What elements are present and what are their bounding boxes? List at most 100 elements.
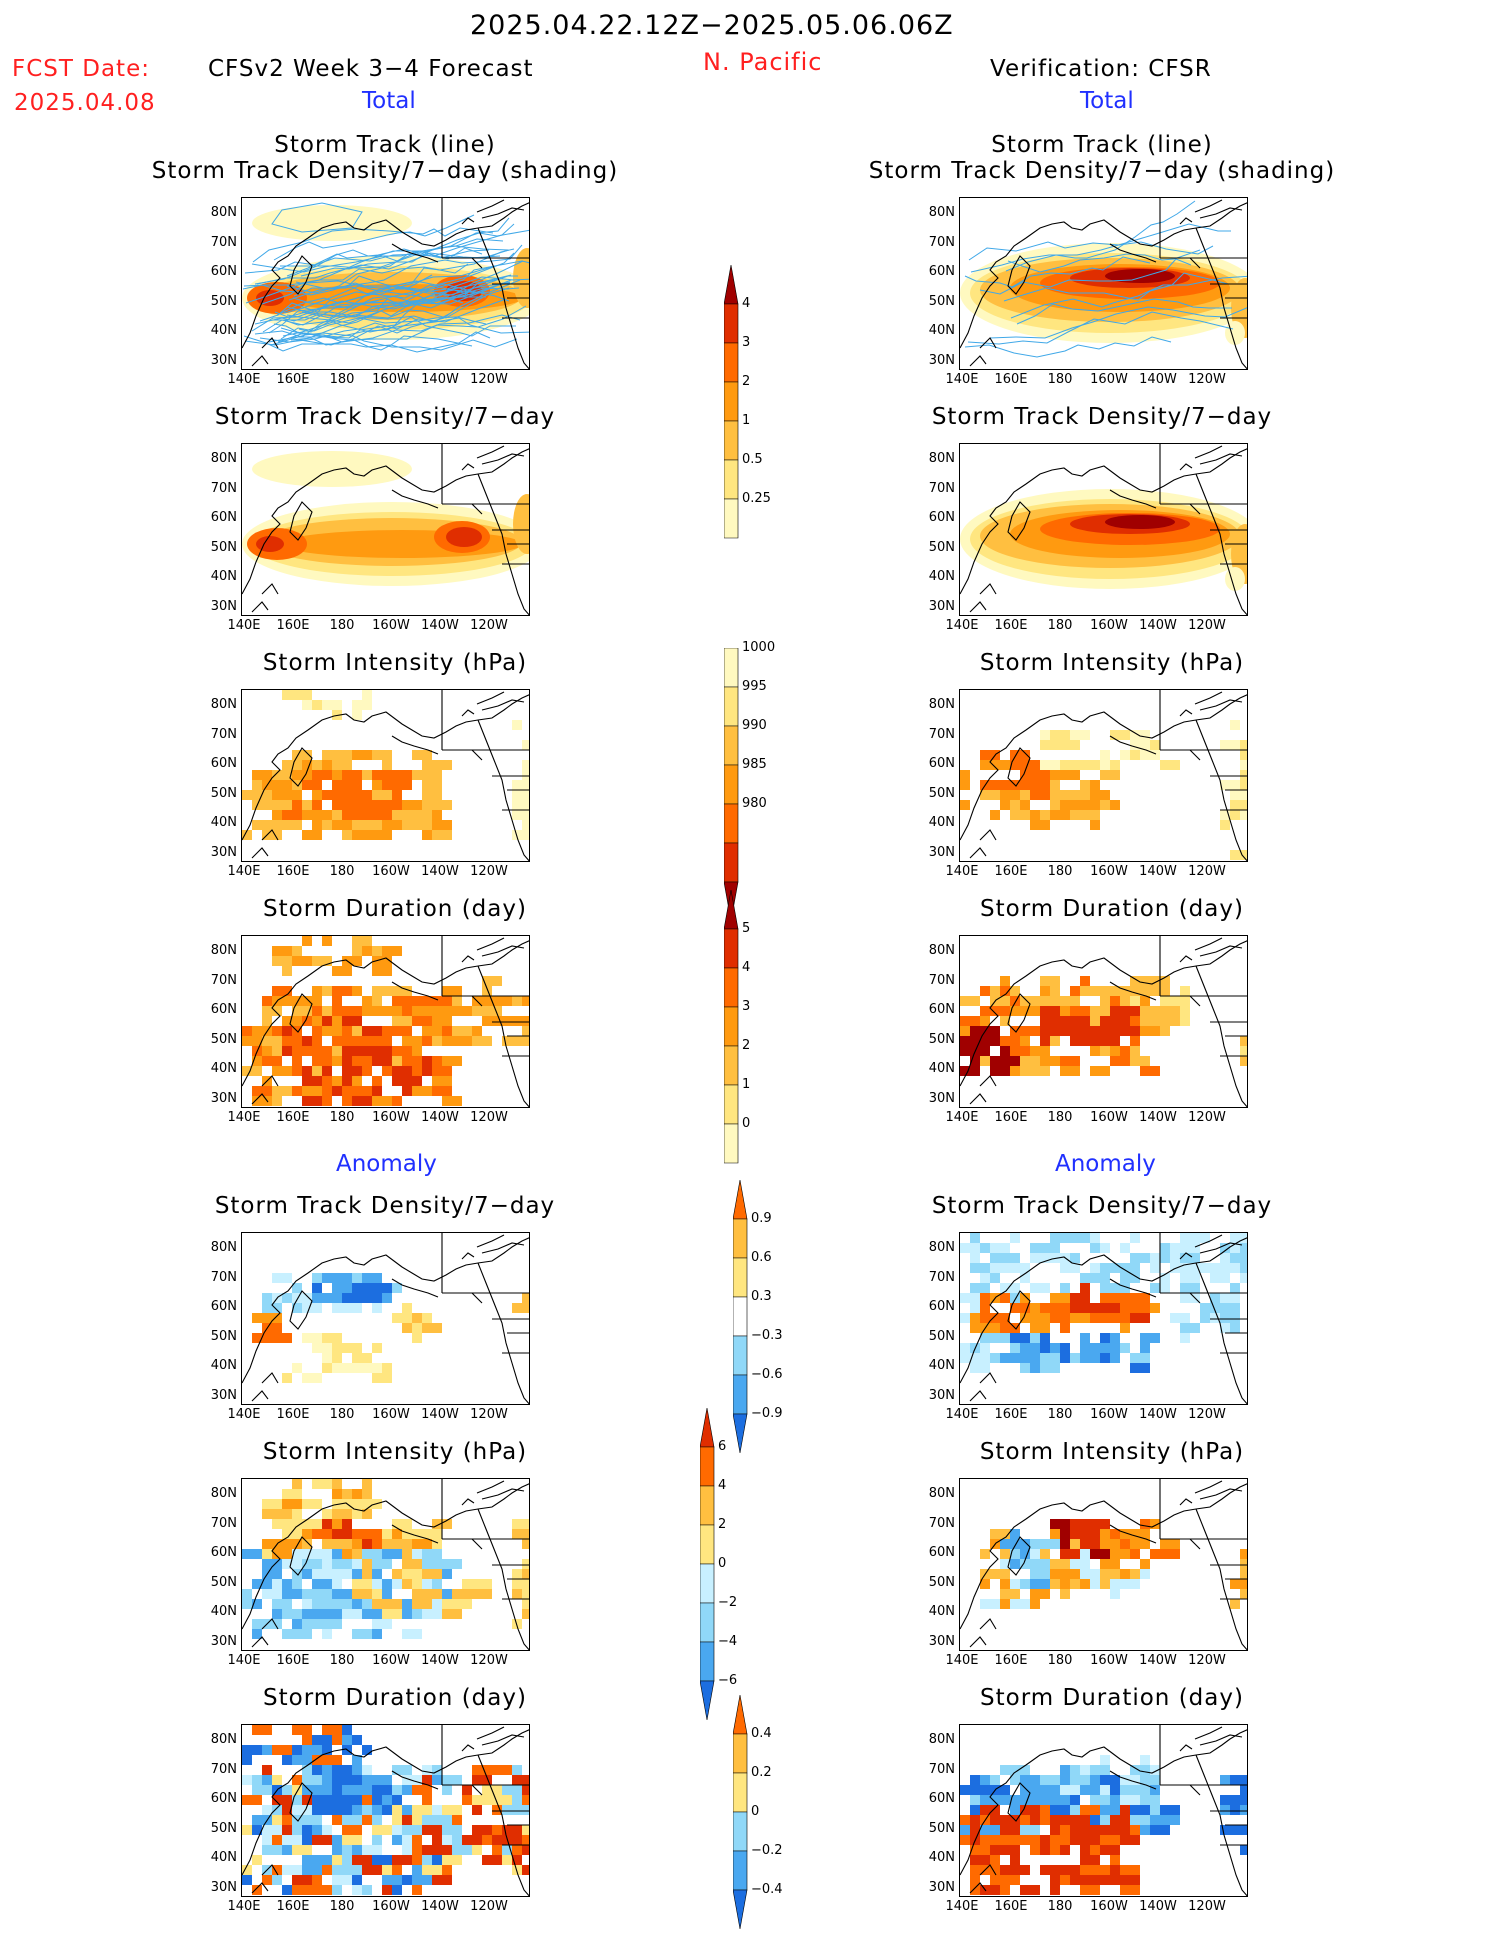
intensity-cell <box>332 760 352 770</box>
duration-cell <box>1060 996 1080 1006</box>
duration-cell <box>372 1046 382 1056</box>
anomaly-cell <box>1050 1795 1070 1805</box>
anomaly-cell <box>402 1303 412 1313</box>
shade-region <box>446 527 482 547</box>
anomaly-cell <box>392 1569 402 1579</box>
anomaly-cell <box>482 1835 492 1845</box>
lon-tick-label: 140W <box>1139 1653 1177 1668</box>
anomaly-cell <box>1120 1243 1130 1253</box>
anomaly-cell <box>402 1825 422 1835</box>
colorbar-label: −0.2 <box>751 1843 783 1858</box>
duration-cell <box>442 1036 462 1046</box>
anomaly-cell <box>402 1529 412 1539</box>
anomaly-cell <box>980 1795 1000 1805</box>
lon-tick-label: 160E <box>276 618 310 633</box>
colorbar-label: 0.9 <box>751 1211 772 1226</box>
lat-tick-label: 60N <box>210 756 237 771</box>
anomaly-cell <box>272 1599 282 1609</box>
colorbar-label: 3 <box>742 335 751 350</box>
anomaly-cell <box>312 1569 322 1579</box>
anomaly-cell <box>422 1549 442 1559</box>
anomaly-cell <box>322 1885 332 1895</box>
anomaly-cell <box>442 1599 462 1609</box>
duration-cell <box>262 1056 282 1066</box>
duration-cell <box>372 1086 382 1096</box>
anomaly-cell <box>1100 1755 1110 1765</box>
anomaly-cell <box>292 1479 302 1489</box>
anomaly-cell <box>990 1835 1010 1845</box>
anomaly-cell <box>1100 1343 1120 1353</box>
anomaly-cell <box>1020 1775 1030 1785</box>
anomaly-cell <box>1000 1795 1020 1805</box>
intensity-cell <box>1240 770 1247 780</box>
anomaly-cell <box>1140 1775 1160 1785</box>
anomaly-cell <box>422 1825 442 1835</box>
anomaly-cell <box>482 1825 492 1835</box>
duration-cell <box>1040 1046 1050 1056</box>
colorbar-segment <box>732 1257 748 1298</box>
anomaly-cell <box>352 1765 362 1775</box>
anomaly-cell <box>302 1333 322 1343</box>
lon-tick-label: 160W <box>372 1110 410 1125</box>
duration-cell <box>422 1006 442 1016</box>
map-density-anom-right <box>959 1232 1248 1405</box>
anomaly-cell <box>1030 1775 1040 1785</box>
coastline <box>242 198 529 369</box>
duration-cell <box>332 986 352 996</box>
anomaly-cell <box>292 1875 312 1885</box>
anomaly-cell <box>252 1725 272 1735</box>
lon-tick-label: 140E <box>227 864 261 879</box>
intensity-cell <box>342 800 352 810</box>
anomaly-cell <box>960 1815 970 1825</box>
duration-cell <box>422 1026 442 1036</box>
anomaly-cell <box>1230 1795 1247 1805</box>
intensity-cell <box>1150 740 1160 750</box>
model-title: CFSv2 Week 3−4 Forecast <box>208 56 534 82</box>
lon-tick-label: 140E <box>945 1653 979 1668</box>
duration-cell <box>1150 1016 1170 1026</box>
colorbar-density-anom <box>732 1179 763 1463</box>
anomaly-cell <box>1080 1875 1100 1885</box>
title-track-shading-left: Storm Track Density/7−day (shading) <box>151 158 619 184</box>
anomaly-cell <box>1100 1293 1120 1303</box>
colorbar-segment <box>723 1006 739 1047</box>
anomaly-cell <box>1090 1815 1100 1825</box>
colorbar-segment <box>732 1218 748 1259</box>
anomaly-cell <box>1010 1539 1030 1549</box>
duration-cell <box>402 1076 422 1086</box>
anomaly-cell <box>442 1805 462 1815</box>
anomaly-cell <box>372 1559 392 1569</box>
title-track-line-right: Storm Track (line) <box>991 132 1213 158</box>
colorbar-label: 0 <box>751 1804 760 1819</box>
anomaly-cell <box>302 1569 312 1579</box>
colorbar-label: −6 <box>718 1673 738 1688</box>
anomaly-cell <box>282 1609 302 1619</box>
duration-cell <box>1110 996 1120 1006</box>
duration-cell <box>432 996 452 1006</box>
lat-tick-label: 50N <box>210 1031 237 1047</box>
duration-cell <box>252 1056 262 1066</box>
anomaly-cell <box>402 1323 412 1333</box>
anomaly-cell <box>382 1539 392 1549</box>
duration-cell <box>372 946 382 956</box>
anomaly-cell <box>352 1559 362 1569</box>
anomaly-cell <box>1220 1805 1230 1815</box>
lon-tick-label: 160W <box>1090 1110 1128 1125</box>
anomaly-cell <box>1110 1549 1130 1559</box>
intensity-cell <box>1040 730 1050 740</box>
duration-cell <box>512 1016 529 1026</box>
intensity-cell <box>1240 800 1247 810</box>
anomaly-cell <box>1140 1353 1150 1363</box>
anomaly-cell <box>372 1373 392 1383</box>
anomaly-cell <box>452 1855 462 1865</box>
anomaly-cell <box>1090 1795 1110 1805</box>
anomaly-cell <box>522 1569 529 1579</box>
anomaly-cell <box>1080 1785 1090 1795</box>
anomaly-cell <box>1130 1815 1150 1825</box>
anomaly-cell <box>502 1825 522 1835</box>
map-svg <box>960 1233 1247 1404</box>
anomaly-cell <box>272 1805 282 1815</box>
lon-tick-label: 160E <box>276 1110 310 1125</box>
map-density-anom-left <box>241 1232 530 1405</box>
anomaly-cell <box>1070 1303 1080 1313</box>
